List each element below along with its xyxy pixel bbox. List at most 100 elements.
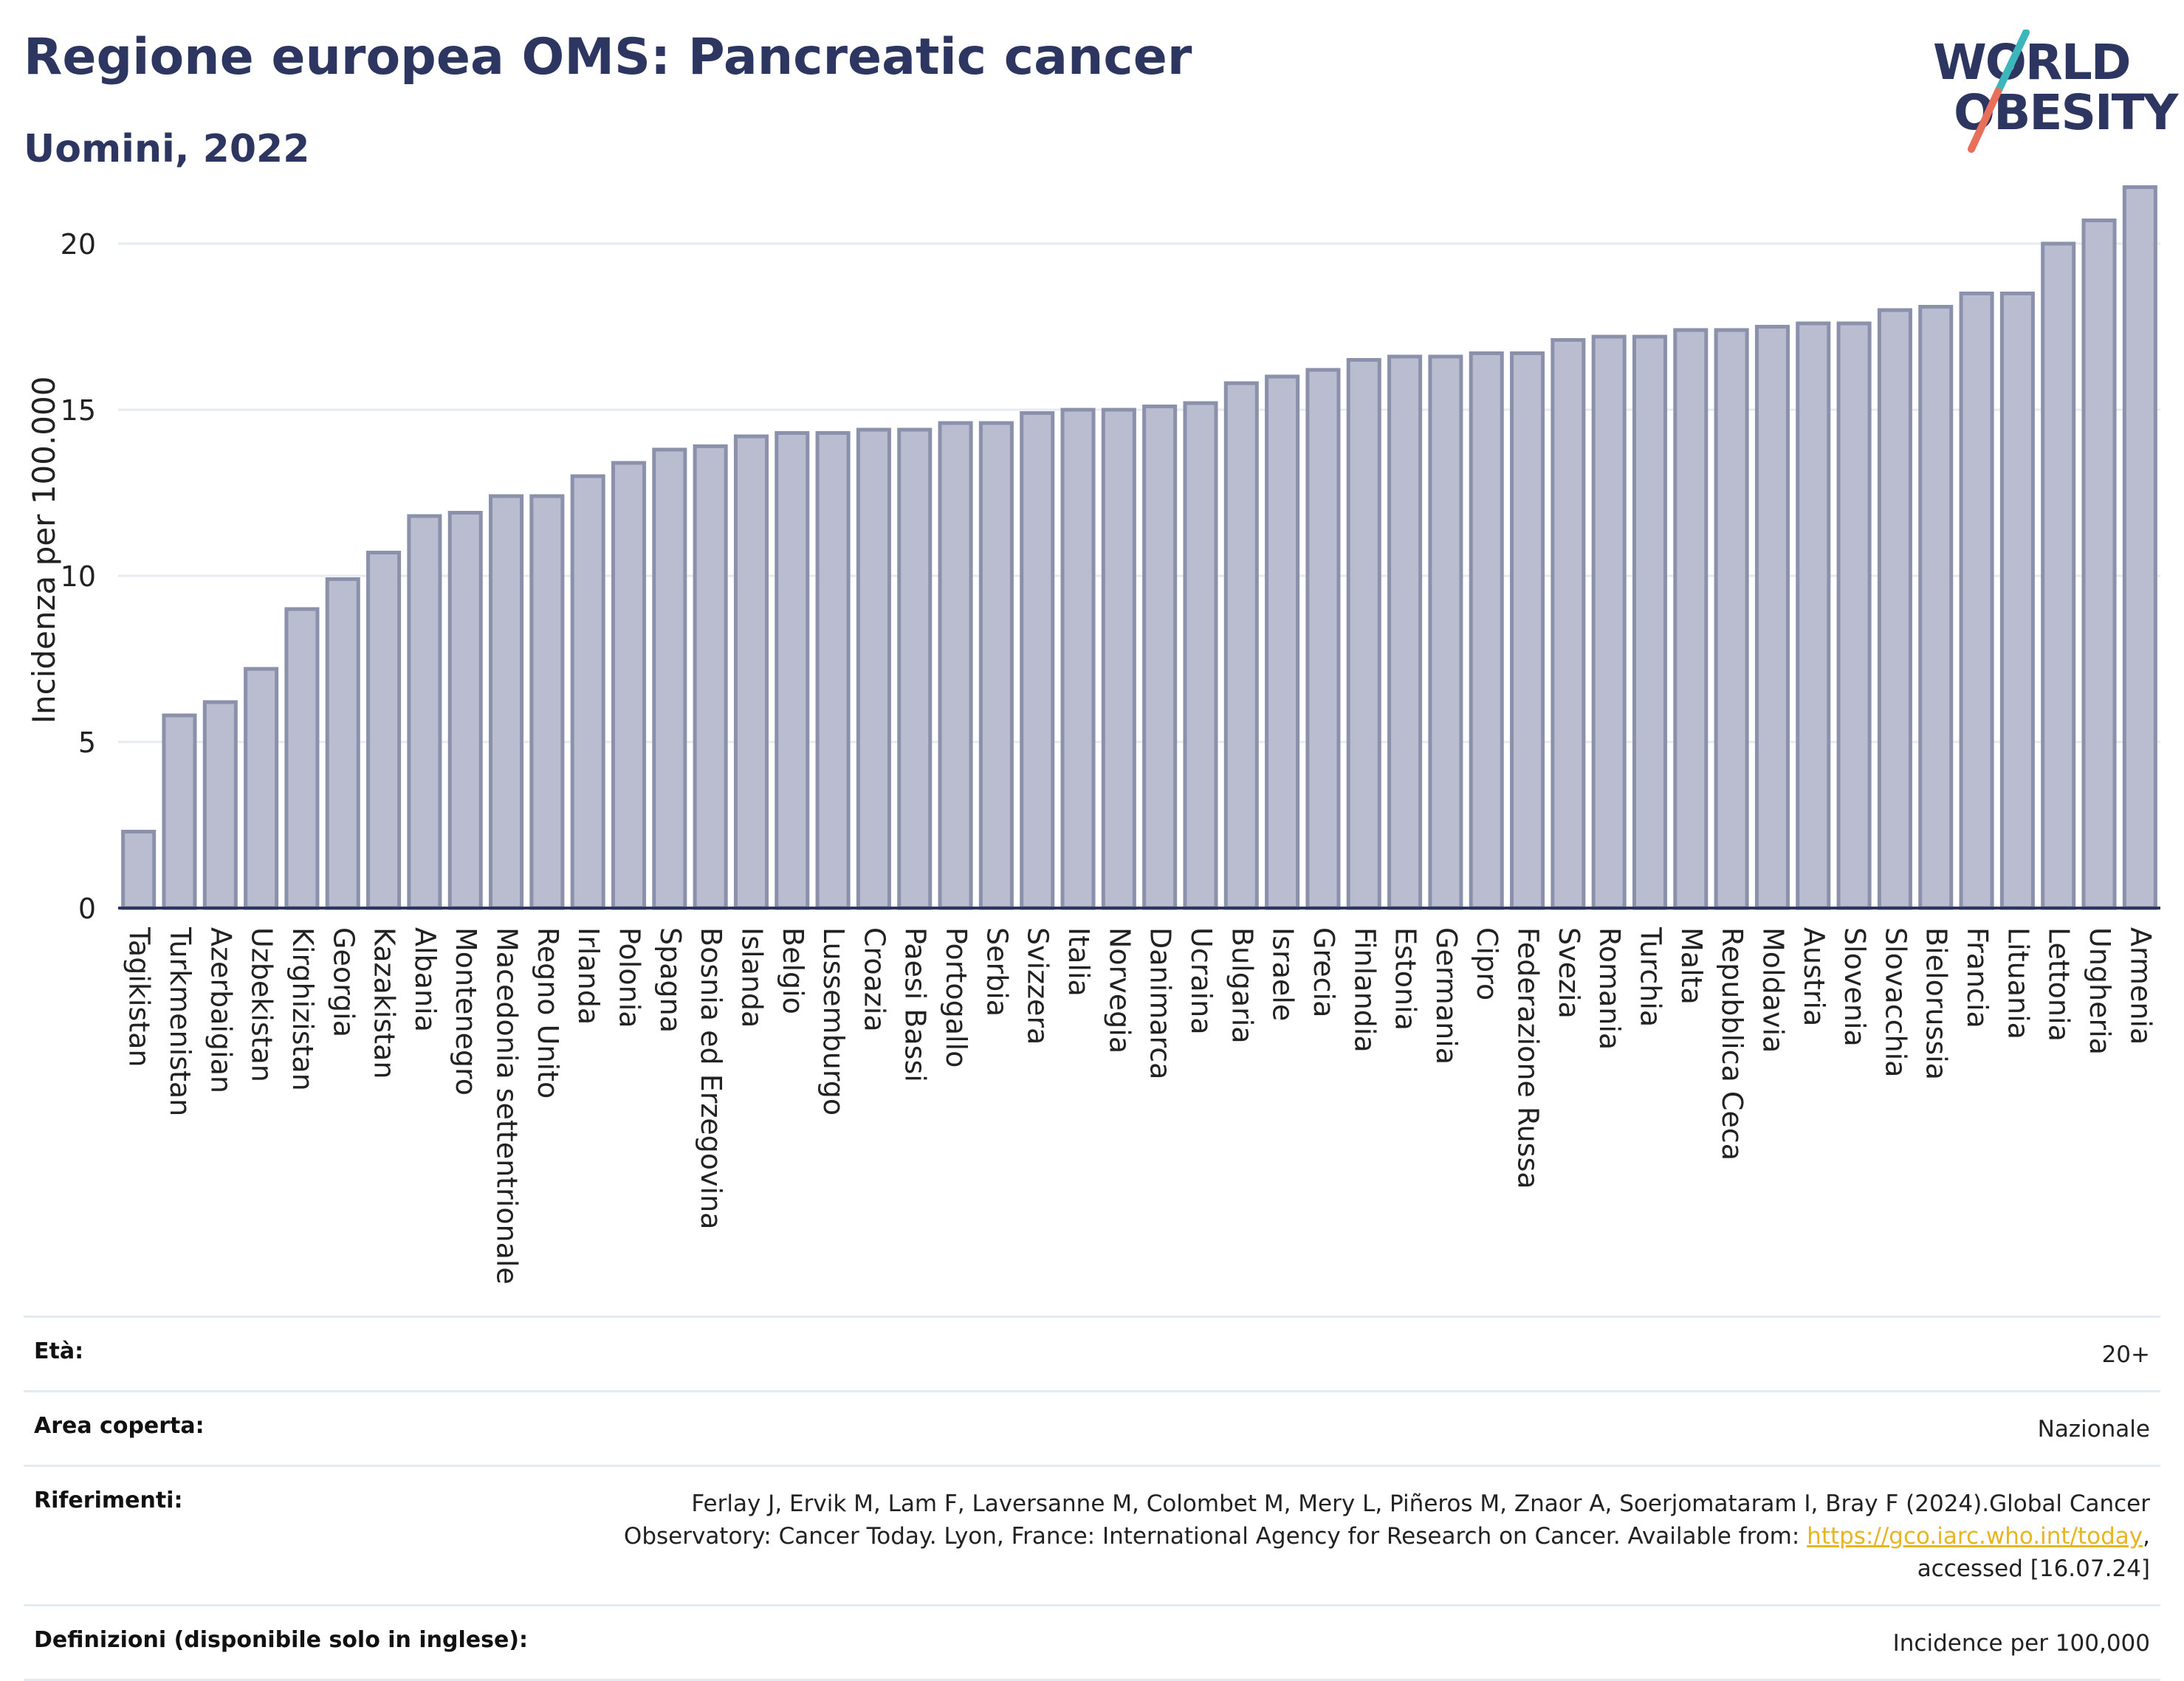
x-tick-label: Turkmenistan bbox=[164, 927, 196, 1116]
x-tick-label: Ucraina bbox=[1185, 927, 1218, 1035]
bar bbox=[366, 551, 402, 910]
bar bbox=[1142, 405, 1178, 910]
x-tick-label: Paesi Bassi bbox=[899, 927, 932, 1082]
bar bbox=[611, 461, 647, 910]
x-tick-label: Cipro bbox=[1471, 927, 1503, 1000]
bar bbox=[1101, 408, 1136, 910]
x-tick-label: Federazione Russa bbox=[1512, 927, 1545, 1189]
y-tick-label: 10 bbox=[61, 560, 96, 593]
x-tick-label: Israele bbox=[1267, 927, 1299, 1021]
chart-subtitle: Uomini, 2022 bbox=[24, 127, 310, 171]
bar bbox=[1020, 411, 1055, 910]
x-tick-label: Malta bbox=[1675, 927, 1708, 1005]
x-tick-label: Moldavia bbox=[1757, 927, 1789, 1053]
bar bbox=[162, 713, 197, 910]
x-tick-label: Norvegia bbox=[1103, 927, 1136, 1053]
x-tick-label: Tagikistan bbox=[123, 927, 156, 1068]
y-tick-label: 15 bbox=[61, 394, 96, 427]
x-tick-label: Azerbaigian bbox=[205, 927, 237, 1093]
bar bbox=[1673, 328, 1709, 910]
x-tick-label: Spagna bbox=[654, 927, 687, 1033]
bar bbox=[244, 667, 279, 910]
x-tick-label: Italia bbox=[1062, 927, 1095, 997]
x-tick-label: Georgia bbox=[327, 927, 360, 1037]
x-tick-label: Estonia bbox=[1390, 927, 1422, 1031]
bar bbox=[1305, 368, 1341, 910]
x-tick-label: Portogallo bbox=[940, 927, 972, 1068]
bar bbox=[978, 421, 1014, 910]
x-tick-label: Kirghizistan bbox=[286, 927, 319, 1091]
x-tick-label: Romania bbox=[1593, 927, 1626, 1050]
bar bbox=[1959, 292, 1994, 910]
bar bbox=[121, 830, 157, 910]
x-tick-label: Danimarca bbox=[1144, 927, 1177, 1079]
x-tick-label: Slovacchia bbox=[1879, 927, 1912, 1077]
x-tick-label: Svizzera bbox=[1022, 927, 1054, 1045]
x-tick-label: Macedonia settentrionale bbox=[491, 927, 523, 1285]
x-tick-label: Croazia bbox=[858, 927, 890, 1032]
reference-link[interactable]: https://gco.iarc.who.int/today bbox=[1807, 1523, 2143, 1550]
bar bbox=[1183, 401, 1218, 910]
bar bbox=[815, 431, 851, 910]
world-obesity-logo: WORLD OBESITY bbox=[1927, 30, 2178, 155]
x-tick-label: Turchia bbox=[1635, 927, 1667, 1027]
bar bbox=[447, 511, 483, 910]
x-tick-label: Armenia bbox=[2124, 927, 2157, 1045]
bar bbox=[733, 434, 769, 910]
x-tick-label: Uzbekistan bbox=[246, 927, 278, 1082]
x-tick-label: Lettonia bbox=[2043, 927, 2075, 1042]
bar bbox=[407, 514, 442, 910]
x-tick-label: Islanda bbox=[735, 927, 768, 1028]
bar bbox=[652, 447, 687, 910]
age-value: 20+ bbox=[2101, 1341, 2150, 1368]
area-value: Nazionale bbox=[2037, 1416, 2150, 1443]
bar bbox=[775, 431, 810, 910]
bar bbox=[1877, 308, 1912, 910]
bar bbox=[693, 444, 728, 910]
bar bbox=[1591, 334, 1627, 910]
bar bbox=[284, 607, 320, 910]
age-label: Età: bbox=[34, 1338, 84, 1364]
meta-row-area: Area coperta: Nazionale bbox=[24, 1390, 2160, 1465]
x-tick-label: Finlandia bbox=[1348, 927, 1381, 1053]
meta-row-definitions: Definizioni (disponibile solo in inglese… bbox=[24, 1604, 2160, 1681]
bar bbox=[1469, 351, 1504, 910]
x-tick-label: Germania bbox=[1430, 927, 1463, 1065]
x-tick-label: Irlanda bbox=[572, 927, 605, 1025]
bar bbox=[1551, 338, 1586, 910]
bar bbox=[2041, 241, 2076, 910]
x-tick-label: Kazakistan bbox=[368, 927, 401, 1079]
y-tick-label: 5 bbox=[78, 726, 96, 759]
bar bbox=[325, 577, 360, 910]
bar bbox=[1754, 325, 1790, 910]
y-tick-label: 0 bbox=[78, 893, 96, 925]
x-tick-label: Svezia bbox=[1553, 927, 1585, 1019]
metadata-table: Età: 20+ Area coperta: Nazionale Riferim… bbox=[24, 1316, 2160, 1681]
bar bbox=[1632, 334, 1668, 910]
bar bbox=[1999, 292, 2035, 910]
y-tick-label: 20 bbox=[61, 228, 96, 261]
bar bbox=[1060, 408, 1096, 910]
bar bbox=[2122, 185, 2157, 910]
references-label: Riferimenti: bbox=[34, 1488, 183, 1513]
x-tick-label: Austria bbox=[1798, 927, 1830, 1026]
references-value: Ferlay J, Ervik M, Lam F, Laversanne M, … bbox=[623, 1491, 2150, 1582]
bar bbox=[1428, 354, 1463, 910]
x-tick-label: Bosnia ed Erzegovina bbox=[695, 927, 727, 1229]
x-tick-label: Belgio bbox=[777, 927, 809, 1014]
x-tick-label: Grecia bbox=[1308, 927, 1340, 1017]
meta-row-references: Riferimenti: Ferlay J, Ervik M, Lam F, L… bbox=[24, 1465, 2160, 1604]
bar bbox=[897, 427, 933, 910]
bar bbox=[2081, 219, 2117, 910]
bar bbox=[1836, 321, 1872, 910]
bar bbox=[1714, 328, 1749, 910]
bar bbox=[1265, 374, 1300, 910]
bar bbox=[1387, 354, 1423, 910]
bar bbox=[856, 427, 891, 910]
bar bbox=[1223, 381, 1259, 910]
x-tick-label: Polonia bbox=[614, 927, 646, 1028]
bar bbox=[202, 700, 238, 910]
bar bbox=[938, 421, 973, 910]
meta-row-age: Età: 20+ bbox=[24, 1316, 2160, 1390]
